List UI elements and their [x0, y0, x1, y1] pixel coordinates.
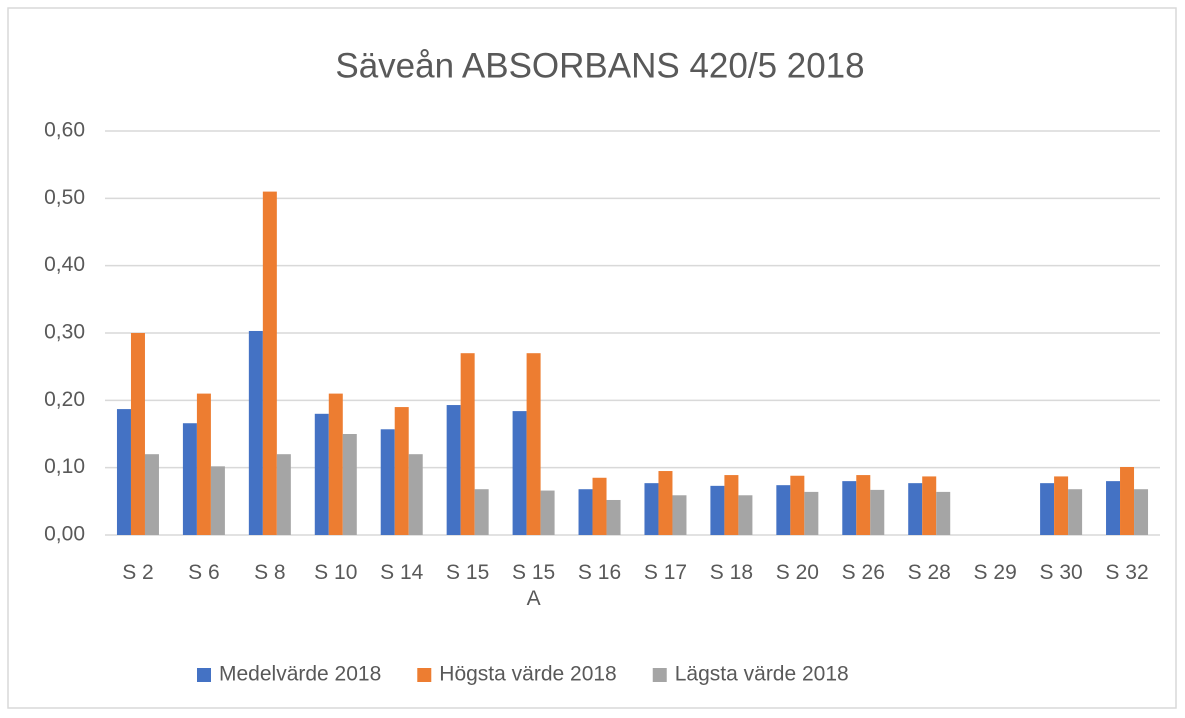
bar [1068, 489, 1083, 535]
y-tick-label: 0,30 [44, 321, 85, 344]
bar [474, 489, 489, 535]
x-tick-label: S 10 [314, 561, 358, 584]
bar [644, 483, 659, 535]
bar [248, 330, 263, 535]
y-tick-label: 0,10 [44, 455, 85, 478]
x-tick-label: S 18 [709, 561, 753, 584]
bar [592, 477, 607, 535]
bar [276, 454, 291, 535]
legend-swatch [417, 668, 432, 682]
legend-swatch [197, 668, 211, 682]
bar [116, 409, 131, 535]
x-tick-label: S 17 [643, 561, 688, 584]
bar [314, 413, 329, 535]
chart-title: Säveån ABSORBANS 420/5 2018 [335, 46, 864, 85]
bar [936, 491, 951, 535]
legend-label: Medelvärde 2018 [219, 663, 381, 686]
bar [870, 489, 885, 535]
chart-border [7, 7, 1177, 709]
y-tick-label: 0,60 [44, 119, 85, 142]
bar [710, 485, 725, 535]
bar [842, 481, 857, 535]
legend-label: Lägsta värde 2018 [675, 663, 849, 686]
bar [776, 485, 791, 535]
bar [130, 333, 145, 535]
x-tick-label: S 6 [188, 561, 220, 584]
bar [512, 411, 527, 535]
bar [446, 405, 461, 535]
bar [1106, 481, 1121, 535]
bar [578, 489, 593, 535]
bar [182, 423, 197, 535]
x-tick-label: S 26 [841, 561, 885, 584]
bar [804, 491, 819, 535]
bar [526, 353, 541, 535]
y-tick-label: 0,40 [44, 253, 85, 276]
x-tick-label: S 8 [254, 561, 286, 584]
bar [856, 475, 871, 535]
bar [210, 466, 225, 535]
bar [380, 429, 395, 535]
bar [908, 483, 923, 535]
x-tick-label: S 28 [907, 561, 951, 584]
bar [658, 471, 673, 535]
bar [342, 434, 357, 535]
x-tick-label: S 16 [577, 561, 622, 584]
bar [1040, 483, 1055, 535]
bar [540, 490, 555, 535]
bar [790, 475, 805, 535]
bar [1134, 489, 1149, 535]
bar [262, 191, 277, 535]
legend-label: Högsta värde 2018 [439, 663, 616, 686]
bar [1120, 466, 1135, 535]
x-tick-label: S 2 [122, 561, 154, 584]
bar [328, 393, 343, 535]
x-tick-label: S 14 [380, 561, 424, 584]
y-tick-label: 0,20 [44, 388, 85, 411]
y-tick-label: 0,50 [44, 186, 85, 209]
x-tick-label: S 29 [973, 561, 1017, 584]
bar [394, 407, 409, 535]
bar [672, 495, 687, 535]
x-tick-label: S 30 [1039, 561, 1083, 584]
y-tick-label: 0,00 [44, 523, 85, 546]
x-tick-label: S 15 [446, 561, 490, 584]
bar [460, 353, 475, 535]
bar [144, 454, 159, 535]
bar [606, 499, 621, 535]
legend-swatch [652, 668, 667, 682]
bar [196, 393, 211, 535]
bar [922, 476, 937, 535]
bar [724, 475, 739, 535]
x-tick-label: S 32 [1105, 561, 1149, 584]
bar [408, 454, 423, 535]
x-tick-label: S 15 A [511, 561, 556, 610]
bar [738, 495, 753, 535]
bar [1054, 476, 1069, 535]
x-tick-label: S 20 [775, 561, 819, 584]
